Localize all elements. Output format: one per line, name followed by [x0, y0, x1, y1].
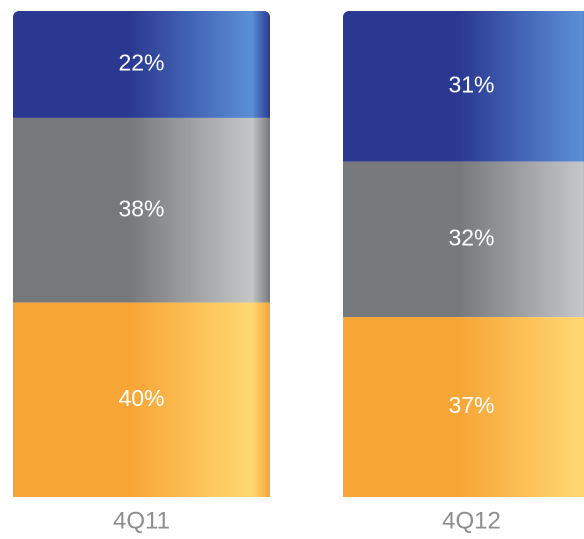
bars-group [13, 11, 584, 497]
bar-segment-4q12-1 [343, 11, 584, 162]
data-label-4q11-1: 22% [118, 50, 164, 76]
category-labels-group: 4Q11 4Q12 [113, 507, 501, 534]
bar-segment-4q11-3 [13, 302, 270, 497]
category-label-4q12: 4Q12 [442, 507, 501, 534]
segment-labels-group: 22% 38% 40% 31% 32% 37% [118, 50, 494, 419]
data-label-4q11-2: 38% [118, 195, 164, 221]
data-label-4q12-3: 37% [448, 392, 494, 418]
bar-segment-4q12-2 [343, 161, 584, 318]
data-label-4q12-1: 31% [448, 71, 494, 97]
bar-segment-4q11-2 [13, 117, 270, 303]
bar-column-4q12 [343, 11, 584, 497]
data-label-4q11-3: 40% [118, 385, 164, 411]
bar-segment-4q11-1 [13, 11, 270, 118]
category-label-4q11: 4Q11 [113, 507, 170, 534]
bar-column-4q11 [13, 11, 270, 497]
data-label-4q12-2: 32% [448, 224, 494, 250]
bar-segment-4q12-3 [343, 317, 584, 497]
